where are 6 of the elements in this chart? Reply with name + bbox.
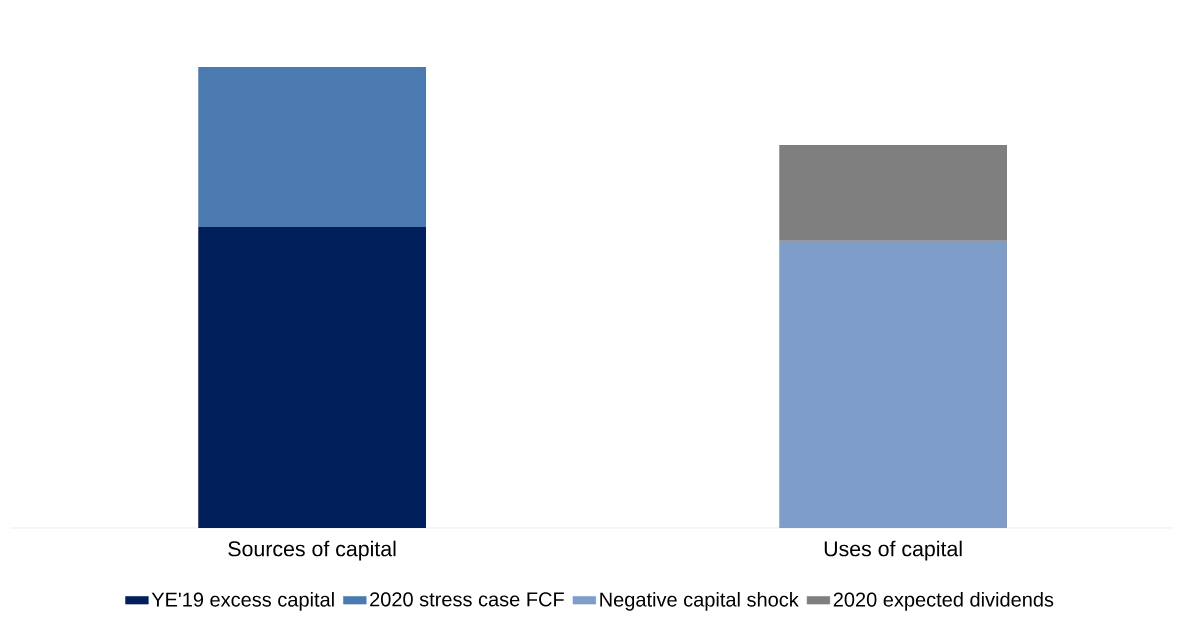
legend-label: 2020 stress case FCF	[370, 592, 564, 607]
x-tick-label: Uses of capital	[824, 540, 962, 561]
legend-label: 2020 expected dividends	[833, 592, 1054, 611]
legend-label: Negative capital shock	[600, 592, 799, 611]
legend-label: YE'19 excess capital	[151, 592, 334, 611]
x-tick-label: Sources of capital	[228, 540, 396, 561]
